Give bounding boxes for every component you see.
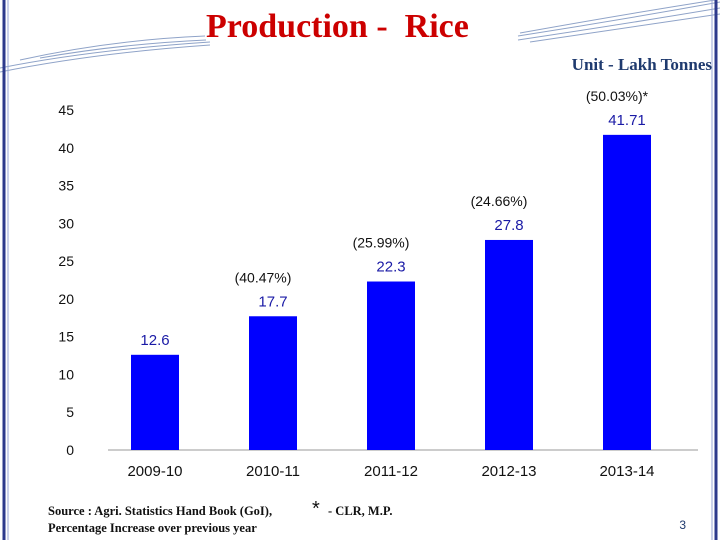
y-tick-label: 15 (58, 329, 74, 345)
page-number: 3 (679, 518, 686, 532)
y-tick-label: 35 (58, 178, 74, 194)
bar-2013-14 (603, 134, 651, 450)
value-label: 22.3 (376, 259, 405, 276)
x-tick-label: 2009-10 (127, 463, 182, 480)
unit-label: Unit - Lakh Tonnes (571, 55, 712, 74)
x-tick-label: 2011-12 (364, 463, 418, 480)
value-label: 41.71 (608, 112, 646, 129)
slide-frame-inner (7, 0, 713, 540)
y-tick-label: 20 (58, 291, 74, 307)
y-tick-label: 5 (66, 404, 74, 420)
x-tick-label: 2013-14 (599, 463, 654, 480)
source-line-2: Percentage Increase over previous year (48, 521, 257, 535)
source-line-1: Source : Agri. Statistics Hand Book (GoI… (48, 504, 272, 519)
value-label: 17.7 (258, 293, 287, 310)
percent-label: (25.99%) (353, 235, 410, 251)
bar-2012-13 (485, 239, 533, 450)
x-tick-label: 2010-11 (246, 463, 300, 480)
y-tick-label: 10 (58, 366, 74, 382)
y-tick-label: 40 (58, 140, 74, 156)
bar-2011-12 (367, 281, 415, 450)
percent-label: (40.47%) (235, 269, 292, 285)
value-label: 27.8 (494, 217, 523, 234)
percent-label: (24.66%) (471, 193, 528, 209)
source-line-1b: - CLR, M.P. (328, 504, 393, 518)
decorative-swoosh-right (517, 0, 720, 43)
y-tick-label: 25 (58, 253, 74, 269)
y-tick-label: 0 (66, 442, 74, 458)
percent-label: (50.03%)* (586, 88, 649, 104)
asterisk-note: * (312, 498, 320, 520)
decorative-swoosh-left (0, 35, 211, 73)
x-tick-label: 2012-13 (481, 463, 536, 480)
y-tick-label: 30 (58, 215, 74, 231)
value-label: 12.6 (140, 332, 169, 349)
y-tick-label: 45 (58, 102, 74, 118)
source-text: Source : Agri. Statistics Hand Book (GoI… (48, 504, 273, 518)
bar-2010-11 (249, 316, 297, 450)
bar-2009-10 (131, 354, 179, 450)
slide-title: Production - Rice (206, 8, 469, 45)
